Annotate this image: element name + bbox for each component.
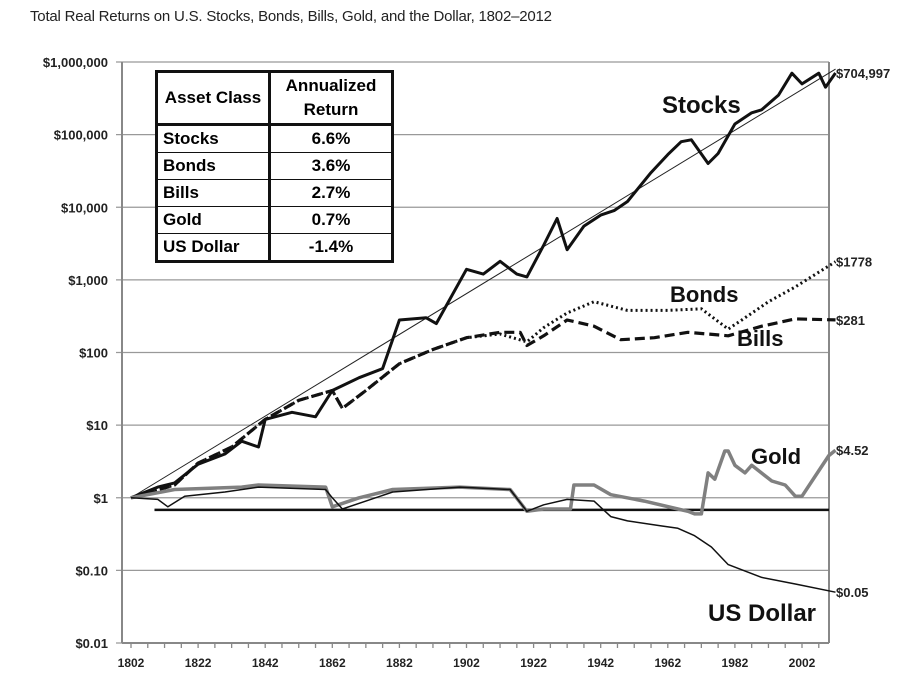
x-tick-label: 2002 <box>789 656 816 670</box>
y-tick-label: $0.10 <box>75 563 108 578</box>
series-line-bonds <box>130 260 837 500</box>
end-value-label: $281 <box>836 313 865 328</box>
end-value-label: $704,997 <box>836 66 890 81</box>
table-cell: Bonds <box>156 152 270 180</box>
returns-table: Asset Class Annualized Return Stocks 6.6%… <box>155 70 394 263</box>
y-tick-label: $1,000,000 <box>43 55 108 70</box>
table-header-row: Asset Class Annualized Return <box>156 71 393 126</box>
x-tick-label: 1842 <box>252 656 279 670</box>
x-tick-label: 1982 <box>722 656 749 670</box>
table-row: Bills 2.7% <box>156 179 393 207</box>
table-header: Annualized Return <box>268 71 393 126</box>
x-tick-label: 1942 <box>587 656 614 670</box>
x-tick-label: 1822 <box>185 656 212 670</box>
series-annotation: Bonds <box>670 282 738 307</box>
end-value-label: $0.05 <box>836 585 869 600</box>
table-row: Bonds 3.6% <box>156 152 393 180</box>
end-value-label: $4.52 <box>836 443 869 458</box>
x-tick-label: 1922 <box>520 656 547 670</box>
chart-title: Total Real Returns on U.S. Stocks, Bonds… <box>30 8 552 25</box>
x-tick-label: 1862 <box>319 656 346 670</box>
x-tick-label: 1802 <box>118 656 145 670</box>
y-tick-label: $1,000 <box>68 273 108 288</box>
table-cell: 6.6% <box>268 124 393 153</box>
series-annotation: Bills <box>737 326 783 351</box>
series-line-gold <box>130 448 837 516</box>
table-cell: 2.7% <box>268 179 393 207</box>
y-tick-label: $100 <box>79 346 108 361</box>
table-header: Asset Class <box>156 71 270 126</box>
y-tick-label: $1 <box>94 491 108 506</box>
series-annotation: Gold <box>751 444 801 469</box>
trendline <box>130 68 836 499</box>
y-tick-label: $0.01 <box>75 636 108 651</box>
table-row: Gold 0.7% <box>156 206 393 234</box>
series-annotation: Stocks <box>662 92 741 119</box>
table-cell: US Dollar <box>156 233 270 262</box>
x-tick-label: 1882 <box>386 656 413 670</box>
table-cell: -1.4% <box>268 233 393 262</box>
y-tick-label: $10,000 <box>61 200 108 215</box>
series-annotation: US Dollar <box>708 600 816 627</box>
table-cell: Gold <box>156 206 270 234</box>
table-row: US Dollar -1.4% <box>156 233 393 262</box>
table-cell: 0.7% <box>268 206 393 234</box>
table-cell: 3.6% <box>268 152 393 180</box>
series-line-us-dollar <box>130 486 836 593</box>
table-row: Stocks 6.6% <box>156 124 393 153</box>
series-line-bills <box>130 317 836 500</box>
end-value-label: $1778 <box>836 255 872 270</box>
x-tick-label: 1962 <box>654 656 681 670</box>
table-cell: Stocks <box>156 124 270 153</box>
y-tick-label: $100,000 <box>54 128 108 143</box>
y-tick-label: $10 <box>86 418 108 433</box>
x-tick-label: 1902 <box>453 656 480 670</box>
table-cell: Bills <box>156 179 270 207</box>
